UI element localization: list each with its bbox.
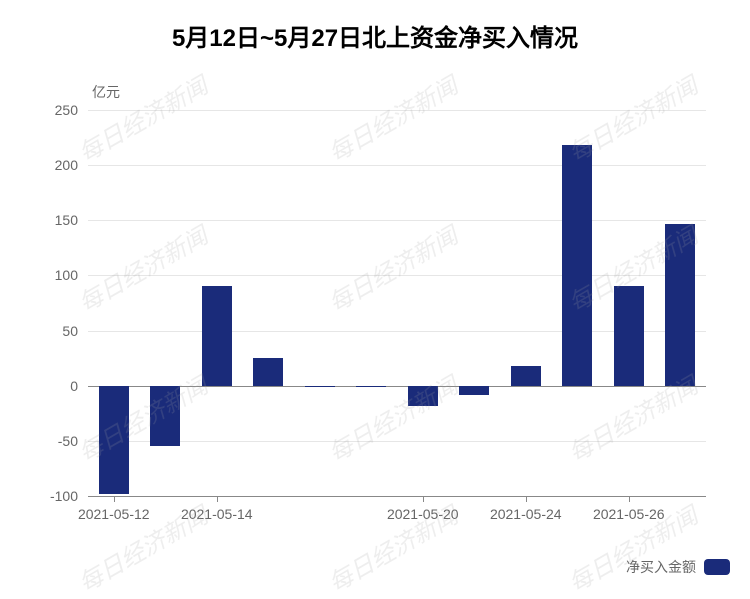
legend-label: 净买入金额 <box>626 557 696 577</box>
y-tick-label: -50 <box>58 433 88 449</box>
bar <box>150 386 180 447</box>
x-tick-label: 2021-05-24 <box>490 496 562 522</box>
x-tick-label: 2021-05-20 <box>387 496 459 522</box>
y-axis-label: 亿元 <box>92 82 120 102</box>
bar <box>408 386 438 406</box>
y-tick-label: 200 <box>55 157 88 173</box>
gridline <box>88 275 706 276</box>
bottom-axis-line <box>88 496 706 497</box>
y-tick-label: 100 <box>55 267 88 283</box>
zero-axis-line <box>88 386 706 387</box>
bar <box>99 386 129 494</box>
bar <box>562 145 592 385</box>
chart-title: 5月12日~5月27日北上资金净买入情况 <box>0 0 750 53</box>
y-tick-label: 250 <box>55 102 88 118</box>
plot-area: -100-500501001502002502021-05-122021-05-… <box>88 110 706 496</box>
bar <box>511 366 541 386</box>
bar <box>253 358 283 386</box>
bar <box>356 386 386 387</box>
bar <box>459 386 489 395</box>
gridline <box>88 220 706 221</box>
gridline <box>88 441 706 442</box>
legend: 净买入金额 <box>626 557 730 577</box>
bar <box>202 286 232 385</box>
legend-swatch <box>704 559 730 575</box>
y-tick-label: 50 <box>62 323 88 339</box>
bar <box>665 224 695 386</box>
bar <box>305 386 335 387</box>
chart-container: 5月12日~5月27日北上资金净买入情况 亿元 -100-50050100150… <box>0 0 750 593</box>
gridline <box>88 110 706 111</box>
gridline <box>88 165 706 166</box>
y-tick-label: 150 <box>55 212 88 228</box>
x-tick-label: 2021-05-12 <box>78 496 150 522</box>
y-tick-label: 0 <box>70 378 88 394</box>
x-tick-label: 2021-05-26 <box>593 496 665 522</box>
bar <box>614 286 644 385</box>
x-tick-label: 2021-05-14 <box>181 496 253 522</box>
